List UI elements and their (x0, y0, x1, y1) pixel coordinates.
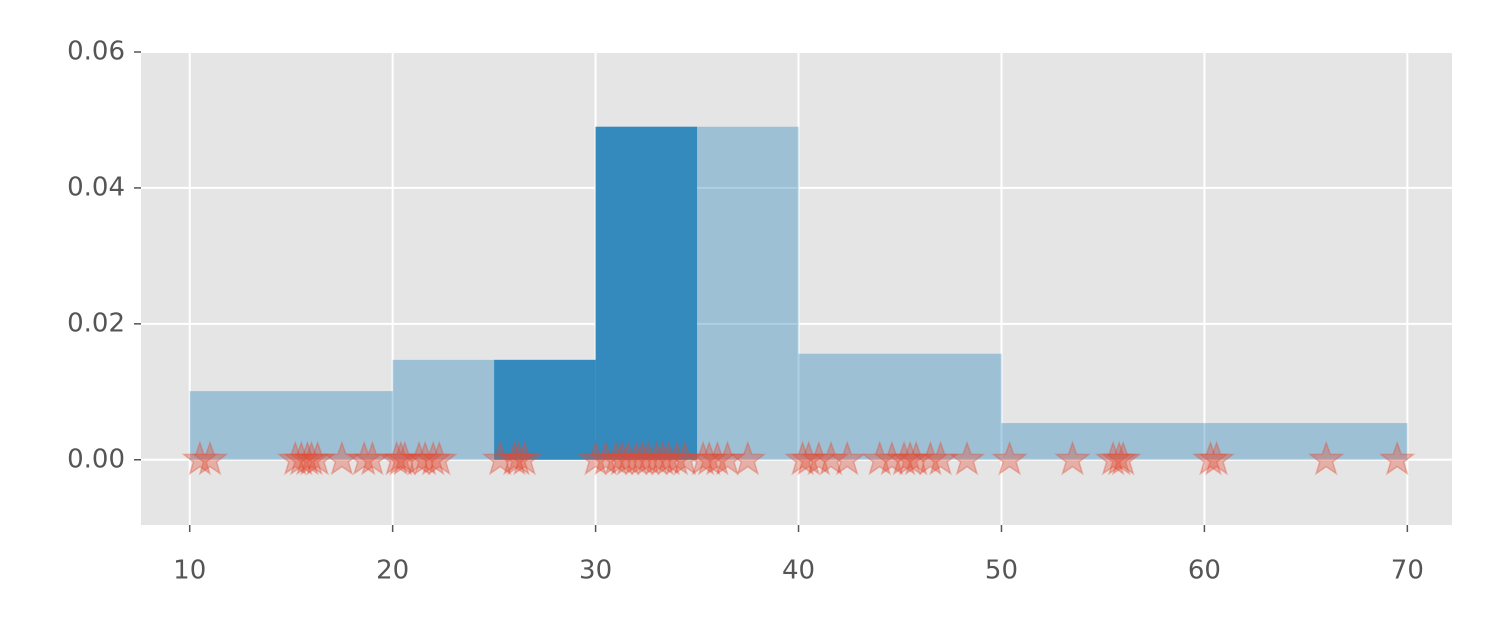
data-point-star (345, 440, 383, 476)
data-point-star (1100, 440, 1138, 476)
data-point-star (690, 440, 728, 476)
data-point-star (1198, 440, 1235, 476)
data-point-star (1104, 440, 1142, 476)
data-point-star (354, 440, 391, 476)
data-point-star (289, 440, 326, 476)
data-point-star (666, 440, 704, 476)
data-point-star (191, 440, 229, 476)
data-point-star (496, 440, 533, 476)
histogram-bar (189, 391, 393, 460)
data-point-star (658, 440, 696, 476)
y-tick-label: 0.04 (67, 172, 125, 202)
data-point-star (684, 440, 722, 476)
data-point-star (644, 440, 681, 476)
data-point-star (912, 440, 949, 476)
histogram-bar (595, 126, 698, 460)
histogram-bar (494, 359, 596, 460)
data-point-star (800, 440, 838, 476)
data-point-star (323, 440, 361, 476)
data-point-star (1192, 440, 1229, 476)
data-point-star (873, 440, 911, 476)
data-point-star (1054, 440, 1091, 476)
data-point-star (709, 440, 746, 476)
x-tick-label: 60 (1188, 556, 1221, 586)
data-point-star (650, 440, 687, 476)
x-tick-label: 50 (985, 556, 1018, 586)
data-point-star (891, 440, 929, 476)
data-point-star (699, 440, 736, 476)
data-point-star (1378, 440, 1416, 476)
data-point-star (885, 440, 923, 476)
marks (181, 126, 1416, 476)
data-point-star (609, 440, 647, 476)
histogram-bar (1001, 423, 1408, 460)
data-point-star (414, 440, 452, 476)
data-point-star (283, 440, 320, 476)
data-point-star (1094, 440, 1132, 476)
data-point-star (597, 440, 635, 476)
histogram-bar (798, 353, 1002, 460)
x-tick-label: 20 (376, 556, 409, 586)
data-point-star (1307, 440, 1345, 476)
data-point-star (991, 440, 1028, 476)
data-point-star (386, 440, 424, 476)
histogram-bar (392, 359, 495, 460)
data-point-star (276, 440, 314, 476)
x-tick-label: 40 (782, 556, 815, 586)
data-point-star (812, 440, 850, 476)
x-tick-label: 30 (579, 556, 612, 586)
data-point-star (481, 440, 519, 476)
data-point-star (638, 440, 675, 476)
data-point-star (897, 440, 935, 476)
data-point-star (406, 440, 444, 476)
x-tick-label: 10 (173, 556, 206, 586)
data-point-star (861, 440, 899, 476)
data-point-star (603, 440, 641, 476)
data-point-star (617, 440, 655, 476)
data-point-star (623, 440, 661, 476)
data-point-star (587, 440, 625, 476)
data-point-star (299, 440, 336, 476)
plot-background (141, 52, 1452, 525)
y-tick-label: 0.02 (67, 308, 125, 338)
data-point-star (729, 440, 767, 476)
x-tick-label: 70 (1391, 556, 1424, 586)
y-tick-label: 0.06 (67, 37, 125, 67)
data-point-star (948, 440, 986, 476)
data-point-star (828, 440, 866, 476)
histogram-bar (697, 126, 799, 460)
data-point-star (506, 440, 543, 476)
data-point-star (500, 440, 537, 476)
data-point-star (378, 440, 416, 476)
data-point-star (400, 440, 438, 476)
data-point-star (181, 440, 219, 476)
data-point-star (382, 440, 420, 476)
data-point-star (790, 440, 827, 476)
data-point-star (922, 440, 959, 476)
data-point-star (577, 440, 614, 476)
y-tick-label: 0.00 (67, 444, 125, 474)
data-point-star (784, 440, 821, 476)
data-point-star (630, 440, 667, 476)
data-point-star (421, 440, 458, 476)
data-point-star (293, 440, 330, 476)
